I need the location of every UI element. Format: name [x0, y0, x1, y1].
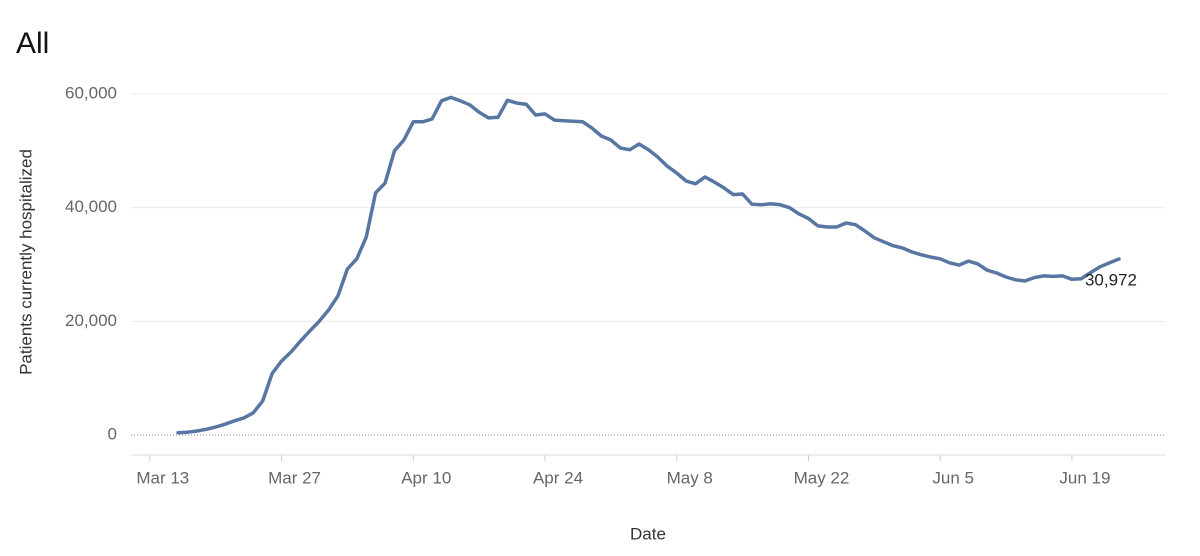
x-tick-label: Mar 27 — [268, 468, 321, 487]
line — [176, 95, 1121, 435]
data-label: 30,972 — [1085, 270, 1137, 289]
x-tick-label: May 8 — [667, 468, 713, 487]
x-tick-label: Apr 10 — [401, 468, 451, 487]
x-axis-label: Date — [630, 524, 666, 543]
x-tick-label: May 22 — [794, 468, 850, 487]
x-tick-label: Mar 13 — [136, 468, 189, 487]
x-tick-label: Jun 5 — [932, 468, 974, 487]
x-tick-label: Jun 19 — [1059, 468, 1110, 487]
y-axis-label: Patients currently hospitalized — [16, 149, 35, 375]
y-tick-label: 20,000 — [65, 311, 117, 330]
y-tick-label: 40,000 — [65, 197, 117, 216]
x-tick-label: Apr 24 — [533, 468, 583, 487]
y-tick-label: 0 — [108, 424, 117, 443]
chart-title: All — [16, 27, 49, 60]
y-tick-label: 60,000 — [65, 83, 117, 102]
